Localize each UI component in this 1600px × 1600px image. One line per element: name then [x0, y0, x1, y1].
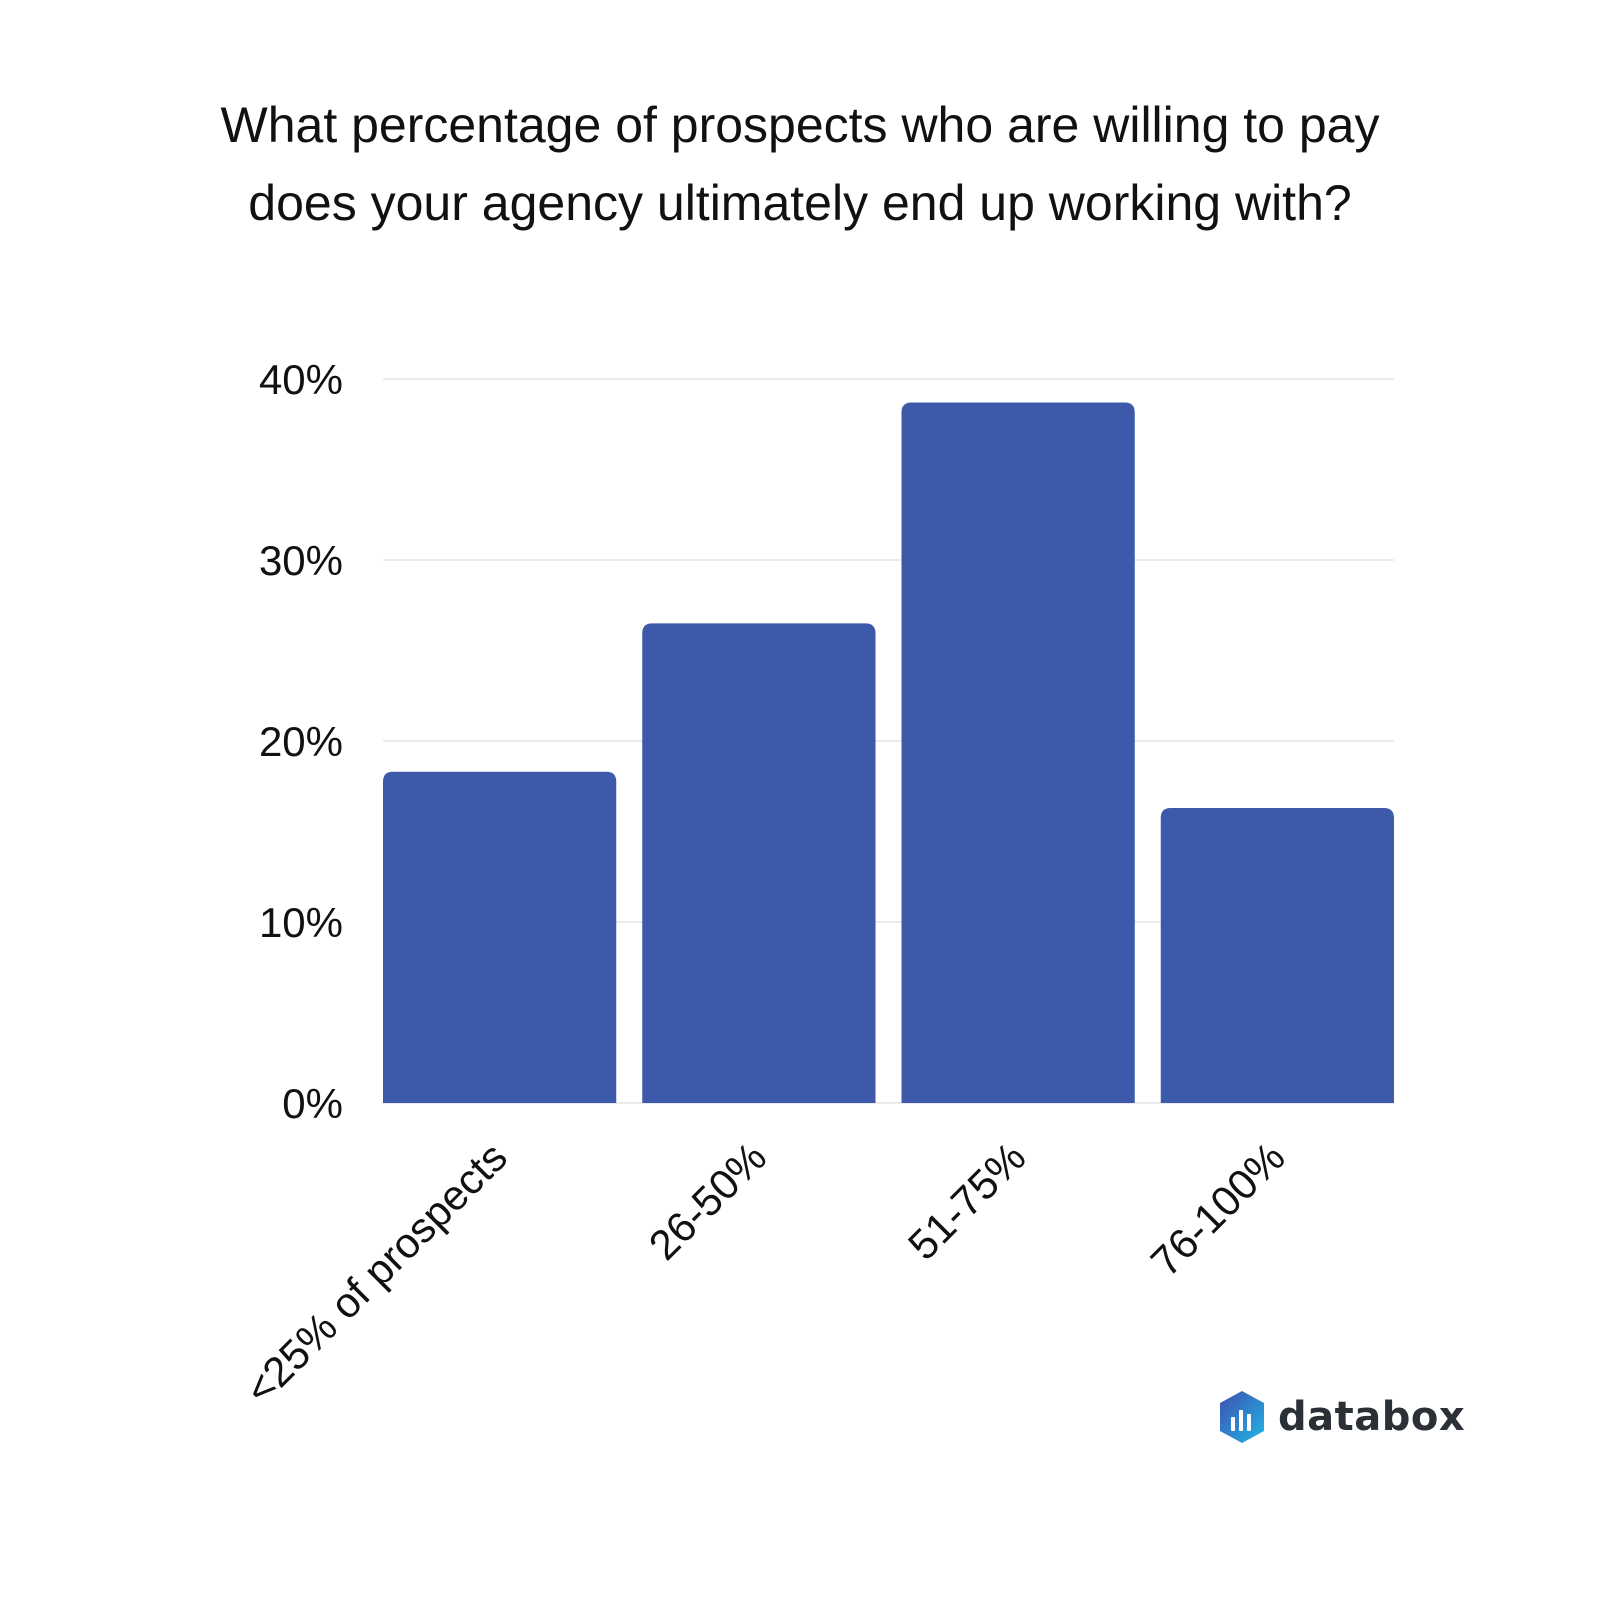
databox-logo: databox	[1218, 1390, 1465, 1444]
x-tick-label: <25% of prospects	[236, 1133, 516, 1413]
y-tick-label: 20%	[259, 718, 343, 765]
bar	[1160, 807, 1394, 1103]
y-tick-label: 40%	[259, 356, 343, 403]
x-tick-label: 26-50%	[640, 1133, 776, 1269]
x-tick-label: 76-100%	[1142, 1133, 1294, 1285]
bar	[383, 771, 617, 1103]
databox-logo-icon	[1220, 1391, 1264, 1443]
y-tick-label: 0%	[282, 1080, 343, 1127]
chart-title-line-2: does your agency ultimately end up worki…	[248, 175, 1352, 231]
y-tick-label: 10%	[259, 899, 343, 946]
databox-logo-text: databox	[1278, 1394, 1466, 1440]
y-tick-label: 30%	[259, 537, 343, 584]
bar	[901, 402, 1135, 1103]
chart-title-line-1: What percentage of prospects who are wil…	[220, 97, 1380, 153]
x-tick-label: 51-75%	[899, 1133, 1035, 1269]
bar	[642, 623, 876, 1103]
chart-title: What percentage of prospects who are wil…	[0, 86, 1600, 242]
